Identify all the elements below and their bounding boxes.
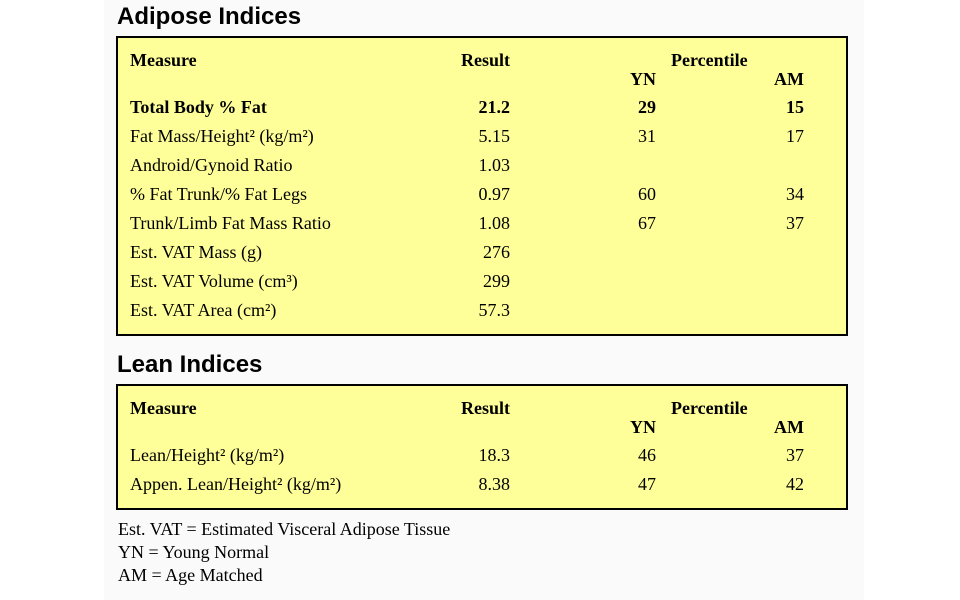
legend-item: AM = Age Matched (118, 565, 263, 585)
result-cell: 0.97 (478, 184, 511, 204)
measure-cell: Android/Gynoid Ratio (130, 155, 293, 175)
result-cell: 57.3 (478, 300, 511, 320)
am-cell: 42 (786, 474, 804, 494)
lean-header-row: Measure Result Percentile (118, 394, 846, 422)
yn-cell: 31 (638, 126, 656, 146)
adipose-header-row: Measure Result Percentile (118, 46, 846, 74)
adipose-title: Adipose Indices (117, 3, 302, 30)
table-row: Total Body % Fat 21.2 29 15 (118, 93, 846, 121)
legend: Est. VAT = Estimated Visceral Adipose Ti… (118, 518, 450, 587)
yn-cell: 46 (638, 445, 656, 465)
result-cell: 299 (483, 271, 510, 291)
result-cell: 18.3 (478, 445, 511, 465)
result-cell: 1.08 (478, 213, 511, 233)
table-row: Fat Mass/Height² (kg/m²) 5.15 31 17 (118, 122, 846, 150)
measure-cell: Fat Mass/Height² (kg/m²) (130, 126, 314, 146)
yn-cell: 47 (638, 474, 656, 494)
table-row: Est. VAT Mass (g) 276 (118, 238, 846, 266)
table-row: % Fat Trunk/% Fat Legs 0.97 60 34 (118, 180, 846, 208)
table-row: Est. VAT Volume (cm³) 299 (118, 267, 846, 295)
yn-header: YN (630, 417, 656, 437)
result-cell: 8.38 (478, 474, 511, 494)
measure-header: Measure (130, 50, 197, 70)
measure-cell: Appen. Lean/Height² (kg/m²) (130, 474, 342, 494)
yn-cell: 67 (638, 213, 656, 233)
percentile-header: Percentile (671, 50, 748, 70)
am-header: AM (774, 417, 804, 437)
table-row: Android/Gynoid Ratio 1.03 (118, 151, 846, 179)
legend-item: Est. VAT = Estimated Visceral Adipose Ti… (118, 519, 451, 539)
am-cell: 37 (786, 445, 804, 465)
result-header: Result (461, 50, 510, 70)
measure-cell: Total Body % Fat (130, 97, 267, 117)
table-row: Lean/Height² (kg/m²) 18.3 46 37 (118, 441, 846, 469)
measure-cell: Lean/Height² (kg/m²) (130, 445, 285, 465)
am-cell: 15 (786, 97, 804, 117)
lean-subheader-row: YN AM (118, 413, 846, 441)
table-row: Appen. Lean/Height² (kg/m²) 8.38 47 42 (118, 470, 846, 498)
measure-cell: Trunk/Limb Fat Mass Ratio (130, 213, 331, 233)
lean-title: Lean Indices (117, 351, 263, 378)
adipose-table: Measure Result Percentile YN AM Total Bo… (116, 36, 848, 336)
result-cell: 5.15 (478, 126, 511, 146)
result-cell: 21.2 (478, 97, 511, 117)
am-cell: 37 (786, 213, 804, 233)
adipose-subheader-row: YN AM (118, 65, 846, 93)
yn-cell: 29 (638, 97, 656, 117)
measure-cell: Est. VAT Volume (cm³) (130, 271, 298, 291)
am-cell: 17 (786, 126, 804, 146)
am-header: AM (774, 69, 804, 89)
result-cell: 276 (483, 242, 510, 262)
yn-cell: 60 (638, 184, 656, 204)
lean-table: Measure Result Percentile YN AM Lean/Hei… (116, 384, 848, 510)
percentile-header: Percentile (671, 398, 748, 418)
result-header: Result (461, 398, 510, 418)
result-cell: 1.03 (478, 155, 511, 175)
measure-cell: % Fat Trunk/% Fat Legs (130, 184, 308, 204)
yn-header: YN (630, 69, 656, 89)
legend-item: YN = Young Normal (118, 542, 270, 562)
table-row: Est. VAT Area (cm²) 57.3 (118, 296, 846, 324)
table-row: Trunk/Limb Fat Mass Ratio 1.08 67 37 (118, 209, 846, 237)
measure-cell: Est. VAT Area (cm²) (130, 300, 277, 320)
measure-cell: Est. VAT Mass (g) (130, 242, 263, 262)
measure-header: Measure (130, 398, 197, 418)
am-cell: 34 (786, 184, 804, 204)
